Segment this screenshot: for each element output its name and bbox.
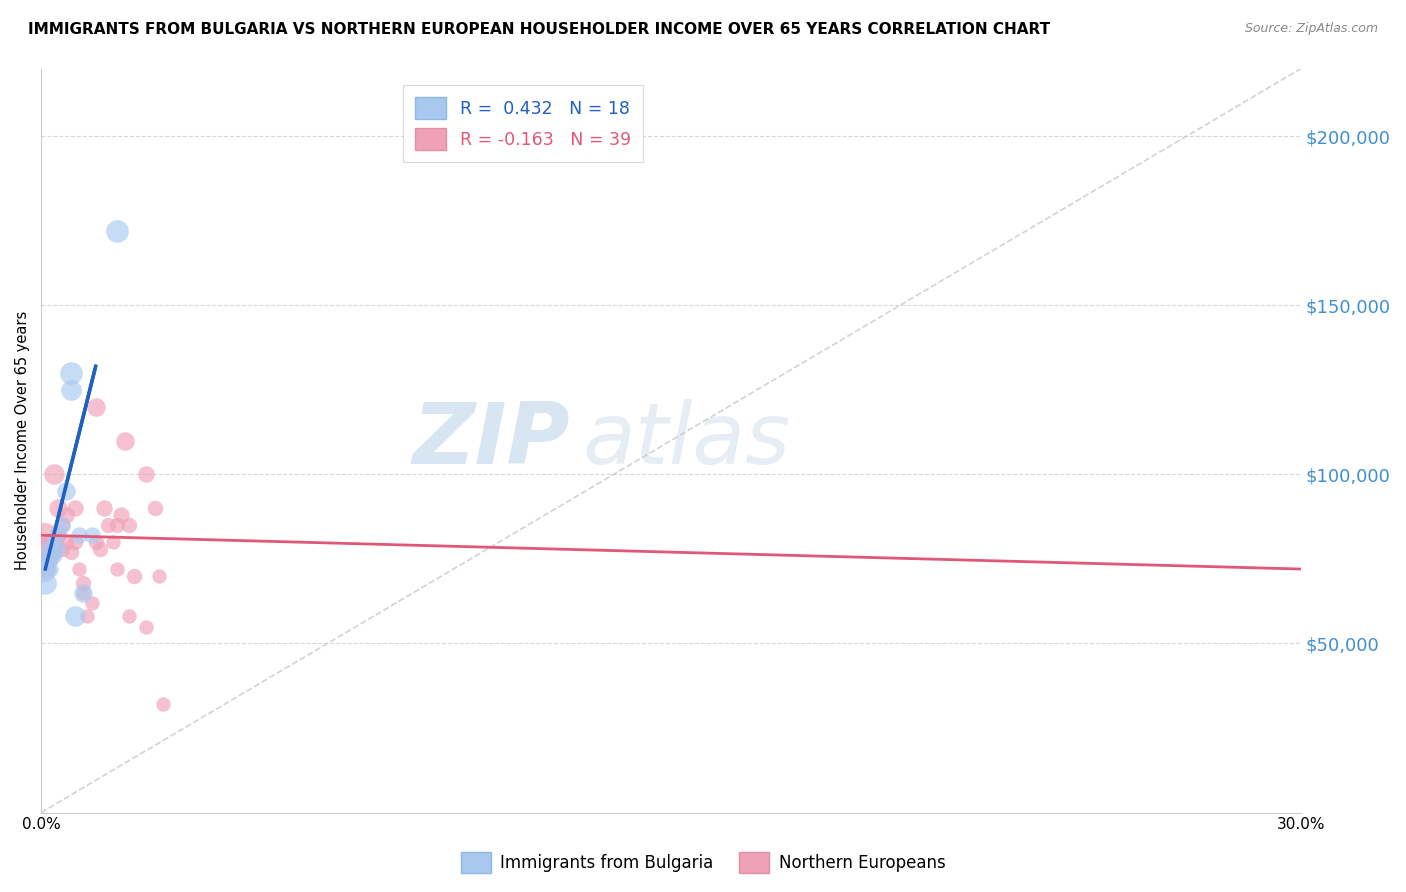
Point — [135, 467, 157, 482]
Point — [118, 518, 141, 533]
Point — [59, 366, 82, 380]
Point — [101, 535, 124, 549]
Point — [42, 467, 65, 482]
Point — [38, 552, 60, 566]
Point — [46, 501, 69, 516]
Point — [51, 541, 73, 556]
Point — [114, 434, 136, 448]
Point — [32, 535, 55, 549]
Point — [42, 545, 65, 559]
Point — [55, 535, 77, 549]
Point — [67, 528, 90, 542]
Point — [34, 575, 56, 590]
Point — [72, 585, 94, 599]
Legend: Immigrants from Bulgaria, Northern Europeans: Immigrants from Bulgaria, Northern Europ… — [454, 846, 952, 880]
Point — [76, 609, 98, 624]
Point — [72, 585, 94, 599]
Point — [84, 400, 107, 414]
Point — [118, 609, 141, 624]
Point — [72, 575, 94, 590]
Point — [46, 524, 69, 539]
Point — [37, 552, 59, 566]
Point — [46, 528, 69, 542]
Text: IMMIGRANTS FROM BULGARIA VS NORTHERN EUROPEAN HOUSEHOLDER INCOME OVER 65 YEARS C: IMMIGRANTS FROM BULGARIA VS NORTHERN EUR… — [28, 22, 1050, 37]
Point — [105, 224, 128, 238]
Point — [38, 535, 60, 549]
Point — [152, 698, 174, 712]
Y-axis label: Householder Income Over 65 years: Householder Income Over 65 years — [15, 311, 30, 570]
Point — [42, 549, 65, 563]
Point — [143, 501, 166, 516]
Point — [42, 535, 65, 549]
Point — [32, 562, 55, 576]
Point — [51, 518, 73, 533]
Point — [97, 518, 120, 533]
Point — [84, 535, 107, 549]
Point — [110, 508, 132, 522]
Point — [59, 545, 82, 559]
Point — [55, 508, 77, 522]
Point — [63, 501, 86, 516]
Point — [59, 383, 82, 397]
Point — [89, 541, 111, 556]
Point — [67, 562, 90, 576]
Point — [80, 528, 103, 542]
Point — [38, 562, 60, 576]
Point — [80, 596, 103, 610]
Point — [38, 541, 60, 556]
Text: ZIP: ZIP — [412, 399, 571, 482]
Point — [51, 518, 73, 533]
Point — [55, 484, 77, 499]
Point — [122, 569, 145, 583]
Point — [105, 518, 128, 533]
Point — [135, 619, 157, 633]
Legend: R =  0.432   N = 18, R = -0.163   N = 39: R = 0.432 N = 18, R = -0.163 N = 39 — [402, 85, 643, 162]
Point — [148, 569, 170, 583]
Point — [34, 541, 56, 556]
Point — [63, 535, 86, 549]
Point — [63, 609, 86, 624]
Text: atlas: atlas — [583, 399, 790, 482]
Text: Source: ZipAtlas.com: Source: ZipAtlas.com — [1244, 22, 1378, 36]
Point — [34, 562, 56, 576]
Point — [46, 541, 69, 556]
Point — [105, 562, 128, 576]
Point — [93, 501, 115, 516]
